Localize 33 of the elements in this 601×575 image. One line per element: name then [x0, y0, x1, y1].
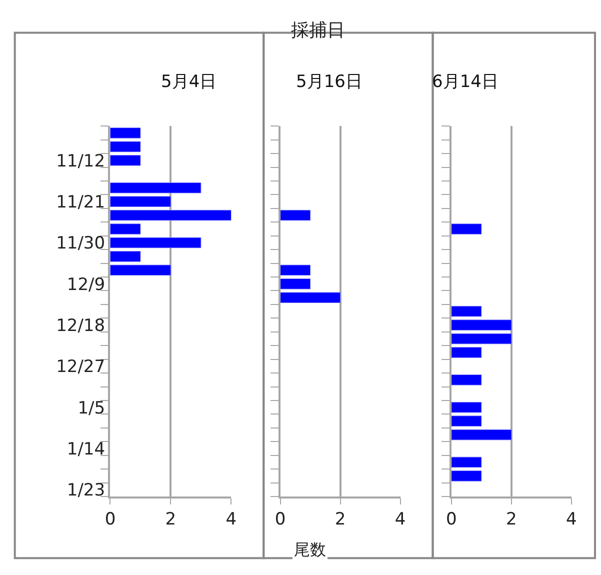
x-tick-label: 2 — [165, 510, 176, 530]
bar — [110, 251, 141, 262]
x-tick-label: 0 — [446, 510, 457, 530]
y-tick-label: 11/30 — [56, 234, 106, 254]
bar — [110, 141, 141, 152]
x-tick-label: 0 — [274, 510, 286, 530]
x-axis-title: 尾数 — [294, 540, 326, 559]
x-tick-label: 4 — [226, 510, 237, 530]
bar — [110, 264, 171, 276]
bar — [110, 224, 141, 234]
x-tick-label: 4 — [394, 510, 406, 530]
bar — [110, 155, 141, 166]
chart-title: 5月16日 — [296, 72, 362, 92]
chart-title: 5月4日 — [161, 72, 217, 92]
y-tick-label: 12/27 — [56, 357, 106, 378]
x-tick-label: 2 — [506, 510, 517, 530]
y-tick-label: 12/18 — [56, 316, 106, 336]
y-tick-label: 11/12 — [56, 151, 106, 172]
y-tick-label: 12/9 — [66, 274, 106, 295]
y-tick-label: 1/23 — [66, 480, 106, 501]
y-axis-title: 採捕日 — [291, 20, 345, 41]
bar — [110, 182, 202, 194]
x-tick-label: 4 — [566, 510, 577, 530]
bar — [110, 128, 141, 138]
x-tick-label: 0 — [104, 510, 116, 530]
bar — [110, 196, 171, 207]
bar — [110, 210, 232, 221]
y-tick-label: 1/14 — [66, 439, 106, 460]
x-tick-label: 2 — [334, 510, 346, 530]
chart-title: 6月14日 — [432, 72, 498, 92]
bar — [110, 237, 202, 248]
y-tick-label: 1/5 — [78, 398, 106, 418]
y-tick-label: 11/21 — [56, 192, 106, 213]
